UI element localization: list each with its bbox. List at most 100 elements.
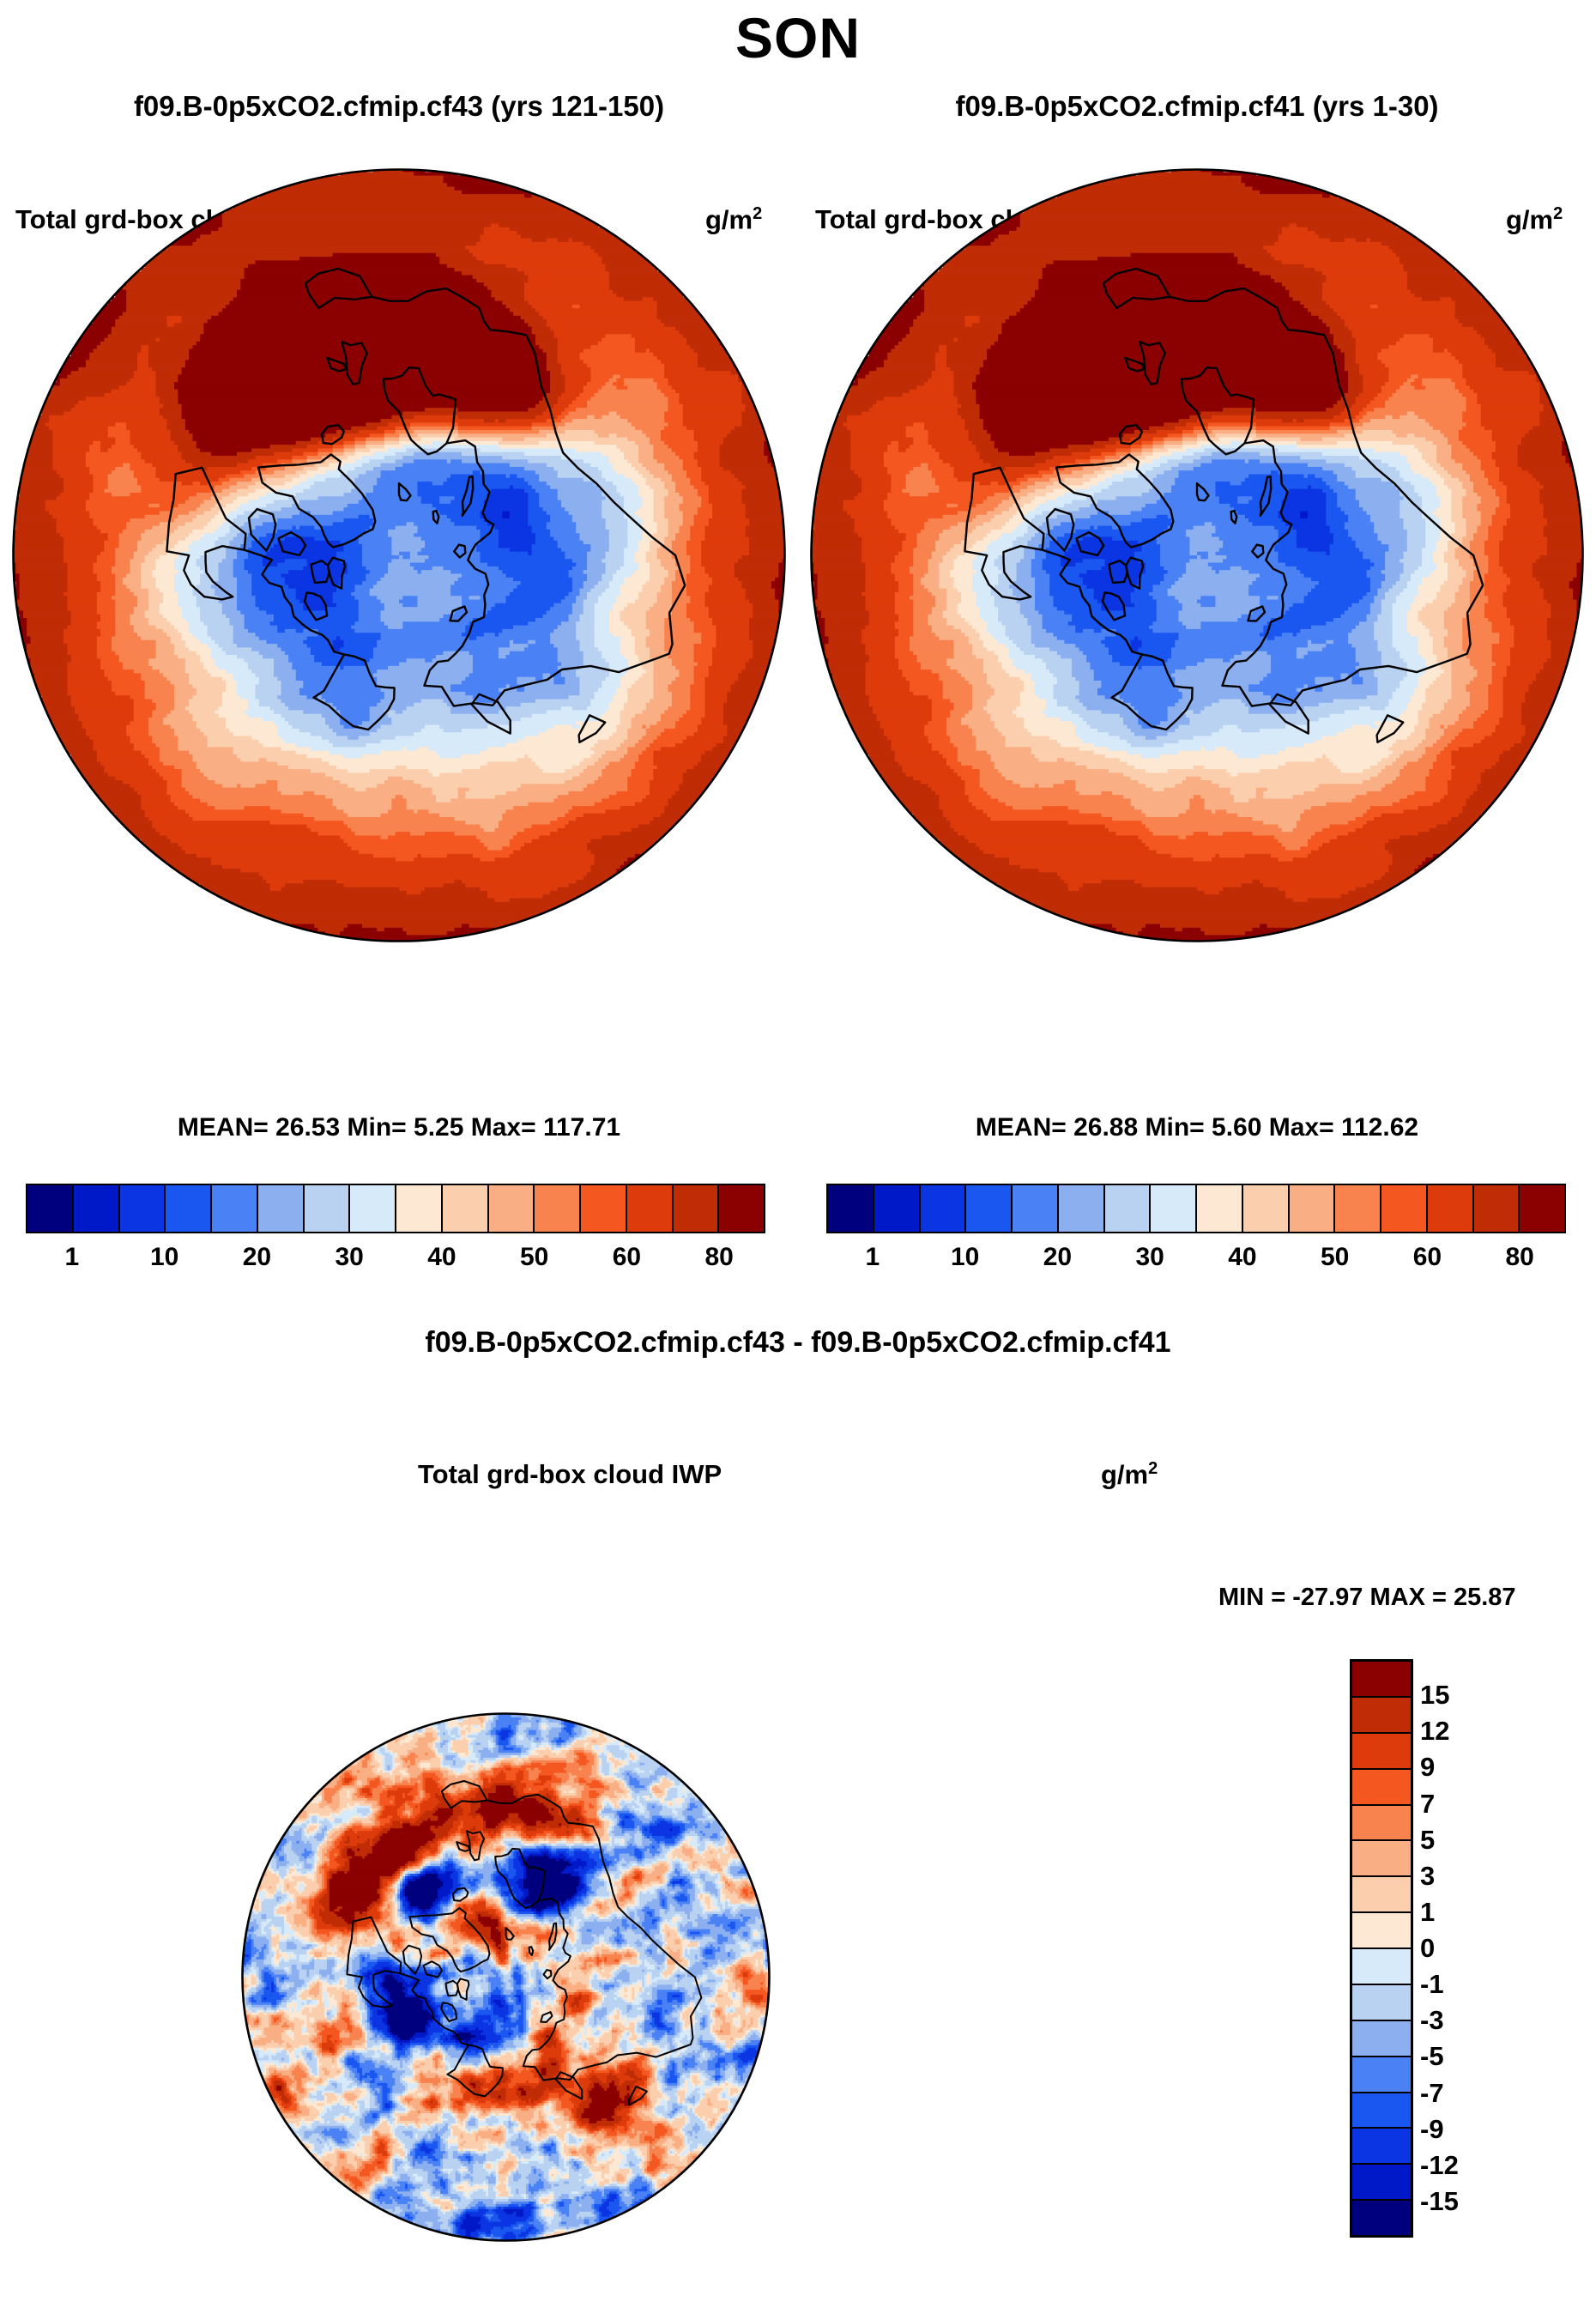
colorbar-tick-label: 15	[1420, 1680, 1449, 1711]
map-boundary-circle	[12, 168, 786, 942]
case-label-right: f09.B-0p5xCO2.cfmip.cf41 (yrs 1-30)	[798, 90, 1596, 123]
case-label-row: f09.B-0p5xCO2.cfmip.cf43 (yrs 121-150) f…	[0, 90, 1596, 123]
colorbar-segment	[1197, 1185, 1243, 1232]
colorbar-segment	[1352, 1877, 1411, 1914]
colorbar-segment	[535, 1185, 581, 1232]
colorbar-segment	[966, 1185, 1013, 1232]
colorbar-tick-label: 30	[1135, 1243, 1164, 1272]
colorbar-segment	[874, 1185, 921, 1232]
colorbar-segment	[1352, 1733, 1411, 1770]
colorbar-tick-label: -3	[1420, 2005, 1444, 2036]
left-panel-units-label: g/m2	[705, 204, 762, 235]
polar-map-canvas	[12, 168, 786, 942]
colorbar-segment	[1473, 1185, 1520, 1232]
difference-units-label: g/m2	[1101, 1459, 1158, 1490]
colorbar-segment	[166, 1185, 212, 1232]
colorbar-segment	[396, 1185, 443, 1232]
colorbar-segment	[920, 1185, 967, 1232]
colorbar-tick-label: 60	[613, 1243, 641, 1272]
colorbar-segment	[1013, 1185, 1059, 1232]
colorbar-tick-label: 12	[1420, 1716, 1449, 1747]
colorbar-segment	[1352, 1841, 1411, 1878]
colorbar-segment	[1058, 1185, 1105, 1232]
polar-map-canvas	[241, 1712, 771, 2242]
colorbar-segment	[1352, 2201, 1411, 2235]
right-panel-units-label: g/m2	[1506, 204, 1563, 235]
colorbar-tick-label: 10	[150, 1243, 178, 1272]
colorbar-segment	[212, 1185, 258, 1232]
colorbar-segment	[257, 1185, 305, 1232]
colorbar-segment	[719, 1185, 764, 1232]
colorbar-difference-ticks: 15 12 9 7 5 3 1 0 -1 -3 -5 -7 -9 -12 -15	[1420, 1659, 1523, 2238]
colorbar-segment	[828, 1185, 874, 1232]
colorbar-segment	[350, 1185, 396, 1232]
colorbar-tick-label: -5	[1420, 2041, 1444, 2072]
colorbar-segment	[304, 1185, 351, 1232]
right-units-exponent: 2	[1553, 204, 1563, 223]
colorbar-tick-label: 60	[1413, 1243, 1442, 1272]
colorbar-segment	[1352, 2165, 1411, 2202]
colorbar-tick-label: -12	[1420, 2150, 1459, 2181]
colorbar-segment	[1151, 1185, 1197, 1232]
colorbar-segment	[626, 1185, 674, 1232]
colorbar-segment	[1352, 1984, 1411, 2021]
colorbar-tick-label: 5	[1420, 1825, 1435, 1856]
right-panel-stats: MEAN= 26.88 Min= 5.60 Max= 112.62	[798, 1113, 1596, 1142]
coastlines	[346, 1780, 703, 2106]
map-boundary-circle	[241, 1712, 771, 2242]
colorbar-tick-label: 1	[1420, 1897, 1435, 1928]
colorbar-segment	[1335, 1185, 1381, 1232]
difference-variable-label: Total grd-box cloud IWP	[418, 1459, 722, 1490]
colorbar-segment	[73, 1185, 120, 1232]
colorbar-tick-label: 40	[1228, 1243, 1256, 1272]
colorbar-tick-label: 3	[1420, 1861, 1435, 1892]
diff-units-base: g/m	[1101, 1459, 1148, 1489]
left-units-exponent: 2	[753, 204, 762, 223]
colorbar-tick-label: 20	[1043, 1243, 1072, 1272]
colorbar-left	[26, 1184, 765, 1233]
colorbar-segment	[488, 1185, 535, 1232]
colorbar-tick-label: -9	[1420, 2114, 1444, 2145]
colorbar-tick-label: 80	[704, 1243, 733, 1272]
colorbar-segment	[1520, 1185, 1564, 1232]
season-title: SON	[0, 5, 1596, 70]
colorbar-segment	[1289, 1185, 1336, 1232]
difference-title: f09.B-0p5xCO2.cfmip.cf43 - f09.B-0p5xCO2…	[0, 1326, 1596, 1360]
colorbar-tick-label: 80	[1505, 1243, 1533, 1272]
left-panel-stats: MEAN= 26.53 Min= 5.25 Max= 117.71	[0, 1113, 798, 1142]
colorbar-tick-label: 7	[1420, 1789, 1435, 1820]
colorbar-segment	[673, 1185, 720, 1232]
colorbar-segment	[1381, 1185, 1428, 1232]
colorbar-left-ticks: 1 10 20 30 40 50 60 80	[26, 1243, 765, 1281]
colorbar-segment	[442, 1185, 489, 1232]
case-label-left: f09.B-0p5xCO2.cfmip.cf43 (yrs 121-150)	[0, 90, 798, 123]
colorbar-tick-label: 50	[1321, 1243, 1349, 1272]
colorbar-segment	[119, 1185, 166, 1232]
colorbar-segment	[27, 1185, 74, 1232]
colorbar-segment	[1352, 1913, 1411, 1949]
right-units-base: g/m	[1506, 204, 1553, 234]
left-units-base: g/m	[705, 204, 753, 234]
colorbar-segment	[1352, 1769, 1411, 1806]
colorbar-tick-label: 0	[1420, 1933, 1435, 1964]
colorbar-tick-label: 50	[520, 1243, 548, 1272]
colorbar-segment	[1352, 2020, 1411, 2057]
colorbar-segment	[1352, 2093, 1411, 2129]
colorbar-right-ticks: 1 10 20 30 40 50 60 80	[826, 1243, 1566, 1281]
colorbar-tick-label: 1	[65, 1243, 80, 1272]
difference-minmax-label: MIN = -27.97 MAX = 25.87	[1218, 1584, 1516, 1612]
colorbar-segment	[1352, 2057, 1411, 2093]
colorbar-segment	[1104, 1185, 1152, 1232]
colorbar-segment	[1352, 1805, 1411, 1842]
colorbar-segment	[1352, 1949, 1411, 1985]
diff-units-exponent: 2	[1148, 1459, 1158, 1478]
polar-map-right[interactable]	[810, 168, 1584, 942]
colorbar-segment	[1352, 1662, 1411, 1698]
colorbar-tick-label: -1	[1420, 1969, 1444, 2000]
coastlines	[166, 267, 686, 743]
polar-map-left[interactable]	[12, 168, 786, 942]
colorbar-tick-label: -7	[1420, 2078, 1444, 2109]
colorbar-segment	[581, 1185, 627, 1232]
polar-map-difference[interactable]	[241, 1712, 771, 2242]
colorbar-tick-label: 10	[951, 1243, 979, 1272]
